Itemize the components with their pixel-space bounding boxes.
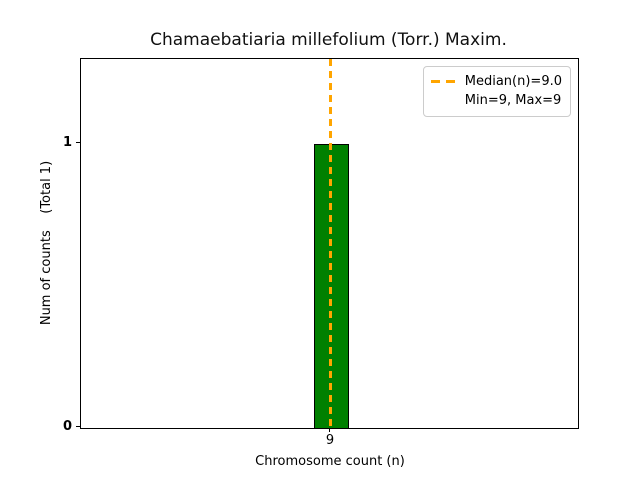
legend: Median(n)=9.0 Min=9, Max=9 bbox=[422, 66, 571, 117]
x-axis-label: Chromosome count (n) bbox=[255, 454, 405, 469]
y-axis-label: Num of counts (Total 1) bbox=[39, 160, 54, 326]
legend-entry-median: Median(n)=9.0 bbox=[430, 72, 562, 91]
legend-empty-swatch bbox=[431, 99, 455, 102]
x-tick-label-9: 9 bbox=[325, 433, 335, 448]
legend-minmax-label: Min=9, Max=9 bbox=[464, 93, 562, 108]
chart-title: Chamaebatiaria millefolium (Torr.) Maxim… bbox=[150, 30, 507, 50]
x-tick-mark-9 bbox=[329, 428, 330, 432]
median-line bbox=[329, 59, 332, 428]
median-dashed-line-icon bbox=[430, 80, 455, 83]
y-tick-label-0: 0 bbox=[62, 419, 72, 434]
y-tick-label-1: 1 bbox=[62, 135, 72, 150]
y-tick-mark-0 bbox=[76, 426, 80, 427]
legend-entry-minmax: Min=9, Max=9 bbox=[431, 91, 562, 110]
plot-area: Median(n)=9.0 Min=9, Max=9 bbox=[80, 58, 579, 429]
y-tick-mark-1 bbox=[76, 142, 80, 143]
legend-median-label: Median(n)=9.0 bbox=[464, 74, 562, 89]
